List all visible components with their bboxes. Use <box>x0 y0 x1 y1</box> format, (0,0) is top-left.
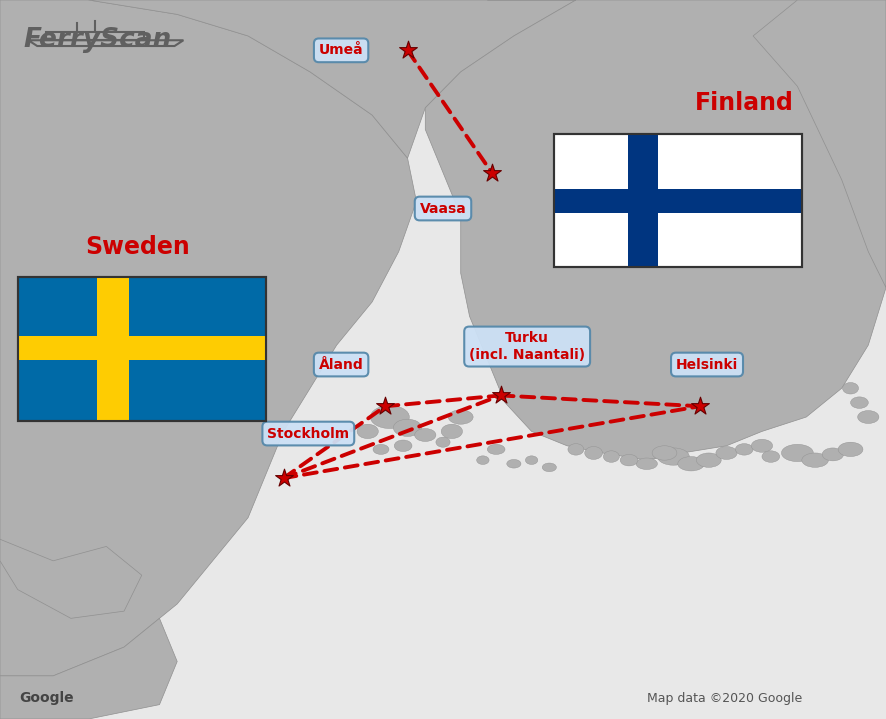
Ellipse shape <box>858 411 879 423</box>
Text: Stockholm: Stockholm <box>268 426 349 441</box>
FancyBboxPatch shape <box>18 277 266 421</box>
Text: Finland: Finland <box>695 91 794 115</box>
Ellipse shape <box>851 397 868 408</box>
Ellipse shape <box>735 444 753 455</box>
Text: Turku
(incl. Naantali): Turku (incl. Naantali) <box>469 331 586 362</box>
Point <box>494 390 508 401</box>
FancyBboxPatch shape <box>554 134 802 267</box>
Ellipse shape <box>370 406 409 429</box>
Ellipse shape <box>652 446 677 460</box>
Ellipse shape <box>802 453 828 467</box>
Point <box>378 400 392 412</box>
Ellipse shape <box>357 424 378 439</box>
Ellipse shape <box>507 459 521 468</box>
Ellipse shape <box>838 442 863 457</box>
Ellipse shape <box>678 457 704 471</box>
Ellipse shape <box>843 383 859 394</box>
Ellipse shape <box>525 456 538 464</box>
Ellipse shape <box>477 456 489 464</box>
FancyBboxPatch shape <box>554 189 802 213</box>
Ellipse shape <box>487 444 505 454</box>
Text: Helsinki: Helsinki <box>676 357 738 372</box>
Text: Sweden: Sweden <box>85 235 190 259</box>
Ellipse shape <box>822 448 843 461</box>
Point <box>400 45 415 56</box>
Ellipse shape <box>751 439 773 452</box>
Polygon shape <box>0 539 142 618</box>
Point <box>693 400 707 412</box>
Ellipse shape <box>716 446 737 459</box>
Polygon shape <box>753 0 886 288</box>
Ellipse shape <box>636 458 657 470</box>
Polygon shape <box>89 0 576 158</box>
FancyBboxPatch shape <box>628 134 658 267</box>
Ellipse shape <box>394 440 412 452</box>
Ellipse shape <box>620 454 638 466</box>
Text: Åland: Åland <box>319 357 363 372</box>
Polygon shape <box>0 618 177 719</box>
Ellipse shape <box>415 429 436 441</box>
Text: Map data ©2020 Google: Map data ©2020 Google <box>647 692 802 705</box>
FancyBboxPatch shape <box>18 336 266 360</box>
Polygon shape <box>0 0 416 676</box>
Ellipse shape <box>657 448 689 465</box>
Ellipse shape <box>568 444 584 455</box>
FancyBboxPatch shape <box>97 277 129 421</box>
Text: FerryScan: FerryScan <box>24 27 172 52</box>
Text: Google: Google <box>19 691 74 705</box>
Ellipse shape <box>603 451 619 462</box>
Text: Umeå: Umeå <box>319 43 363 58</box>
Ellipse shape <box>781 444 813 462</box>
Ellipse shape <box>762 451 780 462</box>
Ellipse shape <box>373 444 389 454</box>
Ellipse shape <box>542 463 556 472</box>
Ellipse shape <box>696 453 721 467</box>
Ellipse shape <box>393 419 422 436</box>
Point <box>276 472 291 484</box>
Text: Vaasa: Vaasa <box>420 201 466 216</box>
Ellipse shape <box>436 437 450 447</box>
Ellipse shape <box>448 410 473 424</box>
Ellipse shape <box>441 424 462 439</box>
Polygon shape <box>425 0 886 460</box>
Ellipse shape <box>585 446 602 459</box>
Point <box>485 167 499 178</box>
